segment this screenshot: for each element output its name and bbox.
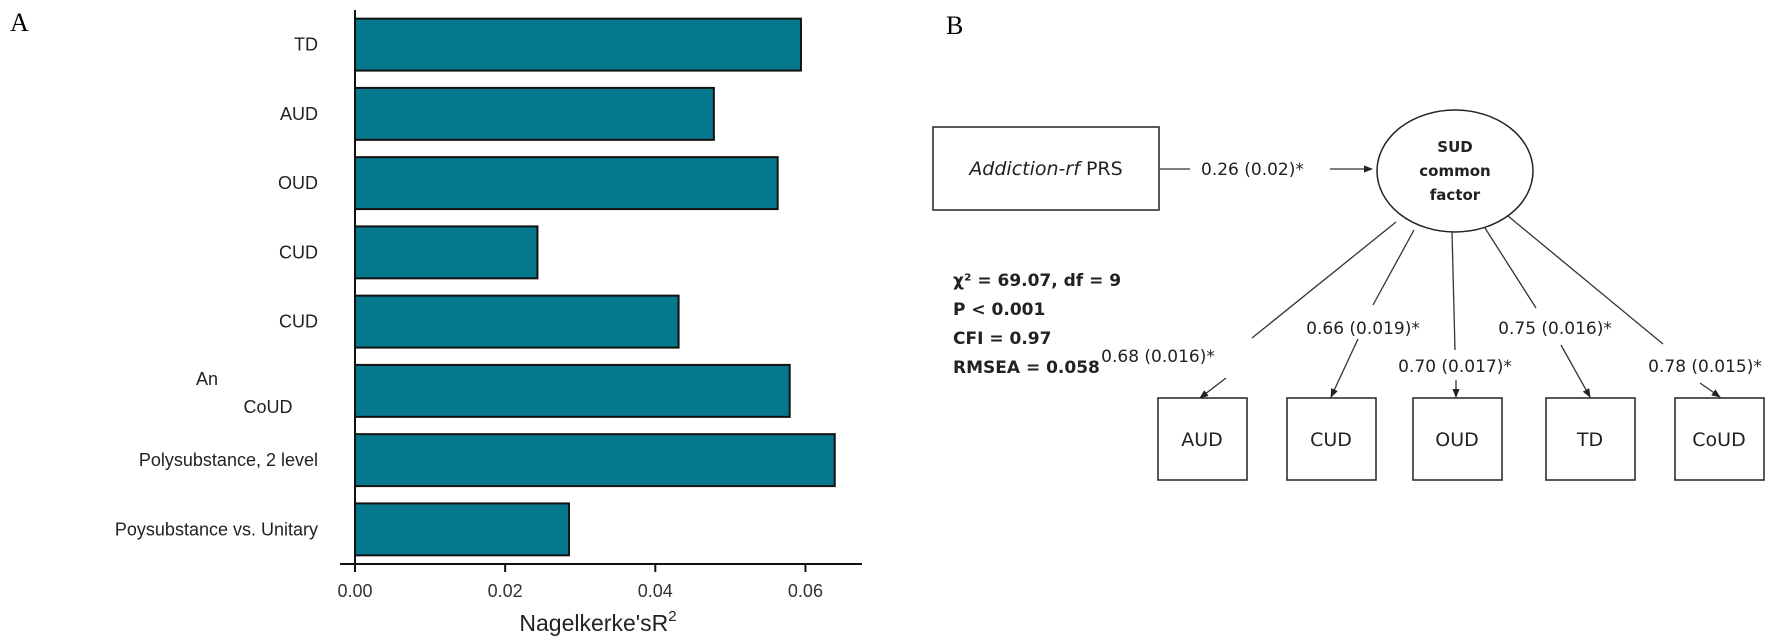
loading-line-aud bbox=[1251, 221, 1397, 339]
factor-label-line-3: factor bbox=[1430, 186, 1481, 204]
loading-coefficient-coud: 0.78 (0.015)* bbox=[1648, 357, 1762, 377]
x-ticks: 0.00 0.02 0.04 0.06 bbox=[337, 564, 823, 601]
loading-line-oud bbox=[1451, 231, 1456, 351]
indicator-label-coud: CoUD bbox=[1692, 429, 1745, 451]
category-label-2: OUD bbox=[278, 173, 318, 193]
category-label-7: Poysubstance vs. Unitary bbox=[115, 519, 318, 539]
x-axis-title-superscript: 2 bbox=[668, 608, 676, 625]
fit-stat-rmsea: RMSEA = 0.058 bbox=[953, 358, 1100, 378]
sem-diagram-panel: Addiction-rf PRS 0.26 (0.02)* SUD common… bbox=[932, 109, 1765, 481]
bar-5 bbox=[354, 363, 791, 418]
x-tick-label-3: 0.06 bbox=[788, 581, 823, 601]
indicator-box-td bbox=[1545, 397, 1636, 481]
bar-3 bbox=[354, 225, 539, 280]
x-tick-label-1: 0.02 bbox=[488, 581, 523, 601]
fit-stat-p-value: P < 0.001 bbox=[953, 300, 1045, 320]
predictor-box bbox=[932, 126, 1160, 211]
loading-arrow-coud bbox=[1699, 382, 1721, 398]
loading-arrow-aud bbox=[1199, 377, 1227, 399]
indicator-label-aud: AUD bbox=[1181, 429, 1223, 451]
fit-stat-cfi: CFI = 0.97 bbox=[953, 329, 1051, 349]
category-label-5: An bbox=[196, 369, 218, 389]
x-tick-label-2: 0.04 bbox=[638, 581, 673, 601]
loading-coefficient-oud: 0.70 (0.017)* bbox=[1398, 357, 1512, 377]
loading-coefficient-cud: 0.66 (0.019)* bbox=[1306, 319, 1420, 339]
bar-0 bbox=[354, 17, 802, 72]
predictor-label: Addiction-rf PRS bbox=[967, 158, 1122, 180]
bar-2 bbox=[354, 156, 779, 211]
category-labels: TD AUD OUD CUD CUD CoUD An Polysubstance, 2 lev… bbox=[115, 35, 318, 540]
loading-line-td bbox=[1484, 227, 1537, 309]
category-label-3: CUD bbox=[279, 242, 318, 262]
loading-line-cud bbox=[1372, 229, 1415, 306]
loading-arrow-td bbox=[1560, 344, 1591, 398]
predictor-label-rest: PRS bbox=[1080, 158, 1123, 180]
indicator-label-oud: OUD bbox=[1435, 429, 1479, 451]
bar-1 bbox=[354, 86, 715, 141]
sud-common-factor-node bbox=[1376, 109, 1534, 233]
loading-coefficient-td: 0.75 (0.016)* bbox=[1498, 319, 1612, 339]
category-label-0: TD bbox=[294, 35, 318, 55]
bar-7 bbox=[354, 502, 570, 557]
factor-label-line-1: SUD bbox=[1437, 138, 1472, 156]
category-label-4: CUD bbox=[279, 312, 318, 332]
predictor-path-coefficient: 0.26 (0.02)* bbox=[1201, 160, 1304, 180]
panel-label-a: A bbox=[10, 8, 29, 37]
bar-chart-panel: TD AUD OUD CUD CUD CoUD An Polysubstance, 2 lev… bbox=[115, 10, 862, 636]
loading-coefficient-aud: 0.68 (0.016)* bbox=[1101, 347, 1215, 367]
indicator-box-coud bbox=[1674, 397, 1765, 481]
panel-label-b: B bbox=[946, 11, 963, 40]
loading-line-coud bbox=[1507, 215, 1664, 345]
indicator-box-cud bbox=[1286, 397, 1377, 481]
x-tick-label-0: 0.00 bbox=[337, 581, 372, 601]
indicator-label-cud: CUD bbox=[1310, 429, 1352, 451]
indicator-box-oud bbox=[1412, 397, 1503, 481]
predictor-label-italic: Addiction-rf bbox=[967, 158, 1083, 180]
x-axis-title: Nagelkerke'sR2 bbox=[519, 608, 676, 636]
category-label-1: AUD bbox=[280, 104, 318, 124]
bar-4 bbox=[354, 294, 680, 349]
category-label-6: Polysubstance, 2 level bbox=[139, 450, 318, 470]
category-label-5-line2: CoUD bbox=[243, 397, 292, 417]
factor-label-line-2: common bbox=[1419, 162, 1490, 180]
indicator-box-aud bbox=[1157, 397, 1248, 481]
x-axis-title-main: Nagelkerke'sR bbox=[519, 610, 668, 636]
fit-stat-chi-square: χ² = 69.07, df = 9 bbox=[953, 271, 1121, 291]
indicator-label-td: TD bbox=[1576, 429, 1603, 451]
bars bbox=[354, 17, 836, 557]
bar-6 bbox=[354, 433, 836, 488]
loading-arrow-cud bbox=[1330, 338, 1359, 398]
